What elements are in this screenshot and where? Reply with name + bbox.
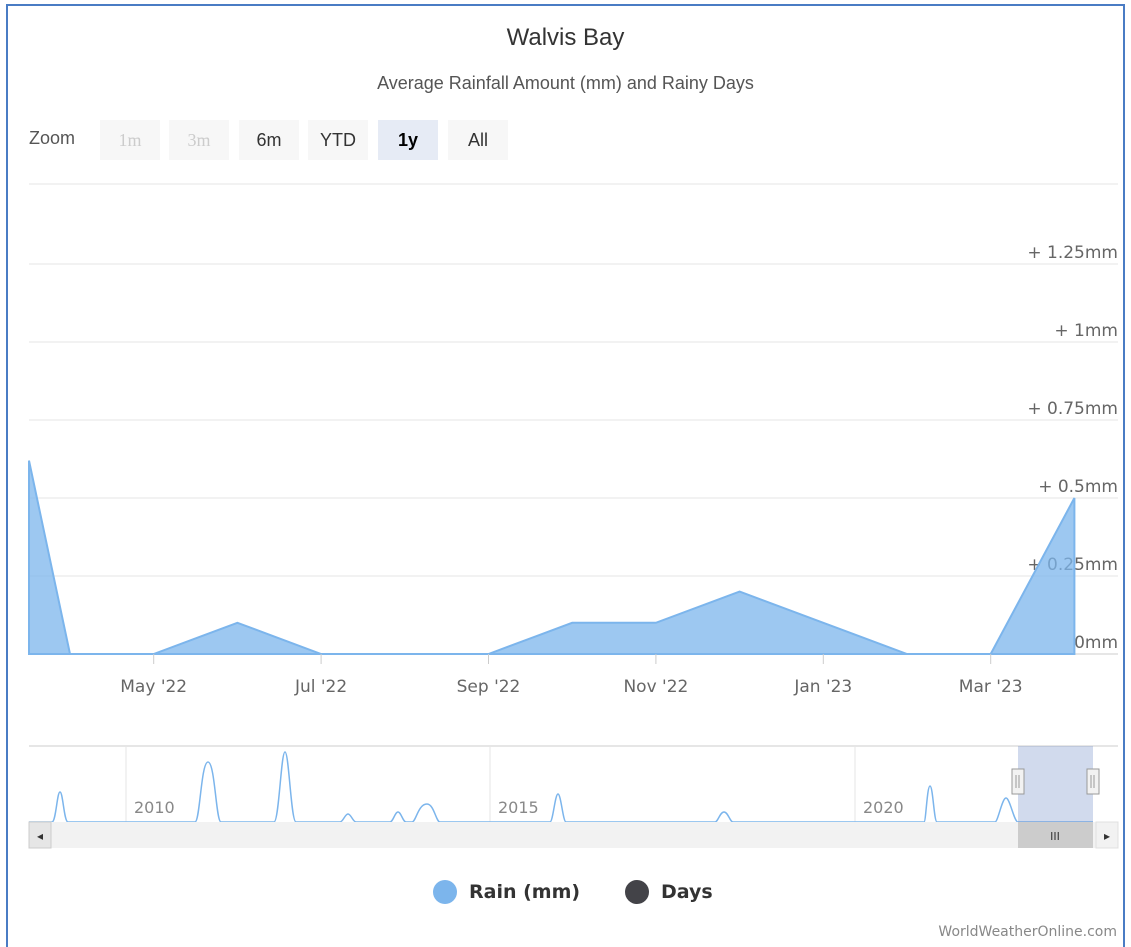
legend-days-dot xyxy=(625,880,649,904)
zoom-label: Zoom xyxy=(29,128,76,148)
legend-item-days[interactable]: Days xyxy=(625,878,713,906)
legend-item-rain[interactable]: Rain (mm) xyxy=(433,878,580,906)
legend-days-label: Days xyxy=(661,881,713,903)
chart-frame xyxy=(6,4,1125,947)
legend-rain-label: Rain (mm) xyxy=(469,881,581,903)
zoom-1y-button[interactable]: 1y xyxy=(378,120,438,160)
zoom-6m-button[interactable]: 6m xyxy=(239,120,299,160)
zoom-all-button[interactable]: All xyxy=(448,120,508,160)
chart-subtitle: Average Rainfall Amount (mm) and Rainy D… xyxy=(377,73,754,93)
legend-rain-dot xyxy=(433,880,457,904)
chart-title: Walvis Bay xyxy=(506,24,625,51)
zoom-1m-button[interactable]: 1m xyxy=(100,120,160,160)
zoom-3m-button[interactable]: 3m xyxy=(169,120,229,160)
zoom-ytd-button[interactable]: YTD xyxy=(308,120,368,160)
credit-link[interactable]: WorldWeatherOnline.com xyxy=(938,924,1117,940)
